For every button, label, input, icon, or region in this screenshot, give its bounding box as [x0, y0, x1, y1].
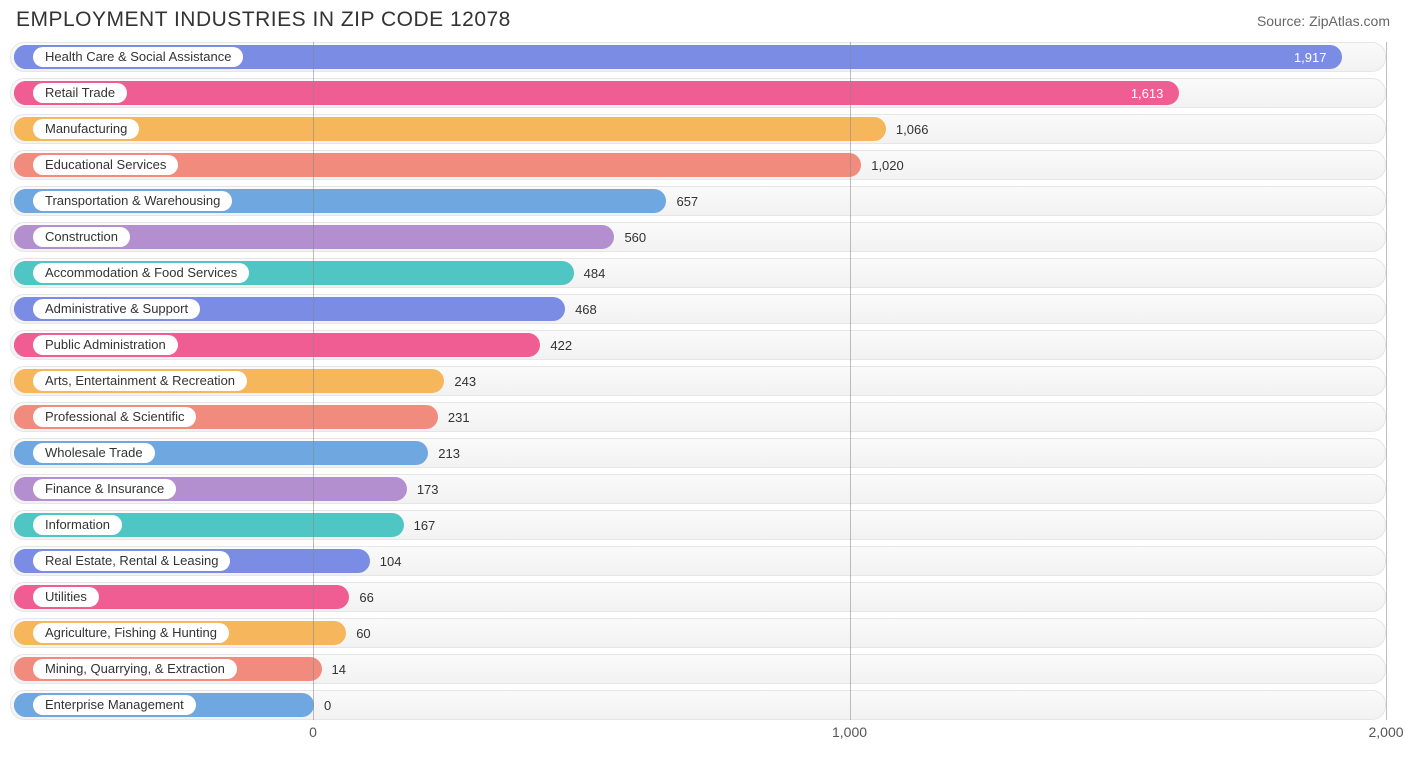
category-label: Arts, Entertainment & Recreation [33, 371, 247, 391]
category-label: Educational Services [33, 155, 178, 175]
x-tick: 2,000 [1368, 724, 1403, 740]
value-label: 173 [417, 475, 439, 505]
bar-row: Utilities 66 [10, 582, 1386, 612]
bar-row: Agriculture, Fishing & Hunting 60 [10, 618, 1386, 648]
category-label: Agriculture, Fishing & Hunting [33, 623, 229, 643]
value-label: 1,020 [871, 151, 904, 181]
value-label: 66 [359, 583, 373, 613]
chart-title: EMPLOYMENT INDUSTRIES IN ZIP CODE 12078 [16, 8, 511, 32]
value-label: 0 [324, 691, 331, 721]
value-label: 167 [414, 511, 436, 541]
value-label: 14 [332, 655, 346, 685]
gridline [1386, 42, 1387, 720]
value-label: 1,917 [1294, 43, 1327, 73]
bar-row: Enterprise Management 0 [10, 690, 1386, 720]
value-label: 243 [454, 367, 476, 397]
category-label: Public Administration [33, 335, 178, 355]
bar-row: Mining, Quarrying, & Extraction 14 [10, 654, 1386, 684]
source-name: ZipAtlas.com [1309, 13, 1390, 29]
bar-row: Finance & Insurance 173 [10, 474, 1386, 504]
bar-row: Real Estate, Rental & Leasing 104 [10, 546, 1386, 576]
bar-row: Information 167 [10, 510, 1386, 540]
value-label: 213 [438, 439, 460, 469]
bar [14, 81, 1179, 105]
category-label: Information [33, 515, 122, 535]
category-label: Utilities [33, 587, 99, 607]
value-label: 1,613 [1131, 79, 1164, 109]
bar-row: Educational Services 1,020 [10, 150, 1386, 180]
bar-row: Transportation & Warehousing 657 [10, 186, 1386, 216]
category-label: Mining, Quarrying, & Extraction [33, 659, 237, 679]
bar-row: Administrative & Support 468 [10, 294, 1386, 324]
category-label: Wholesale Trade [33, 443, 155, 463]
source-prefix: Source: [1257, 13, 1309, 29]
category-label: Manufacturing [33, 119, 139, 139]
category-label: Administrative & Support [33, 299, 200, 319]
bar-row: Professional & Scientific 231 [10, 402, 1386, 432]
value-label: 560 [624, 223, 646, 253]
value-label: 422 [550, 331, 572, 361]
bar-row: Accommodation & Food Services 484 [10, 258, 1386, 288]
bar-row: Manufacturing 1,066 [10, 114, 1386, 144]
bar-row: Wholesale Trade 213 [10, 438, 1386, 468]
bar-row: Arts, Entertainment & Recreation 243 [10, 366, 1386, 396]
category-label: Transportation & Warehousing [33, 191, 232, 211]
bar-row: Health Care & Social Assistance 1,917 [10, 42, 1386, 72]
x-tick: 1,000 [832, 724, 867, 740]
category-label: Accommodation & Food Services [33, 263, 249, 283]
value-label: 468 [575, 295, 597, 325]
category-label: Health Care & Social Assistance [33, 47, 243, 67]
bar-row: Public Administration 422 [10, 330, 1386, 360]
chart-header: EMPLOYMENT INDUSTRIES IN ZIP CODE 12078 … [10, 8, 1396, 32]
x-tick: 0 [309, 724, 317, 740]
bar-row: Construction 560 [10, 222, 1386, 252]
chart-source: Source: ZipAtlas.com [1257, 13, 1390, 29]
category-label: Real Estate, Rental & Leasing [33, 551, 230, 571]
value-label: 1,066 [896, 115, 929, 145]
category-label: Finance & Insurance [33, 479, 176, 499]
value-label: 657 [676, 187, 698, 217]
value-label: 104 [380, 547, 402, 577]
value-label: 231 [448, 403, 470, 433]
category-label: Enterprise Management [33, 695, 196, 715]
category-label: Professional & Scientific [33, 407, 196, 427]
value-label: 60 [356, 619, 370, 649]
bar [14, 117, 886, 141]
x-axis: 01,0002,000 [10, 722, 1396, 746]
chart-container: EMPLOYMENT INDUSTRIES IN ZIP CODE 12078 … [0, 0, 1406, 766]
plot-area: Health Care & Social Assistance 1,917 Reta… [10, 42, 1396, 720]
bar-row: Retail Trade 1,613 [10, 78, 1386, 108]
category-label: Retail Trade [33, 83, 127, 103]
category-label: Construction [33, 227, 130, 247]
value-label: 484 [584, 259, 606, 289]
